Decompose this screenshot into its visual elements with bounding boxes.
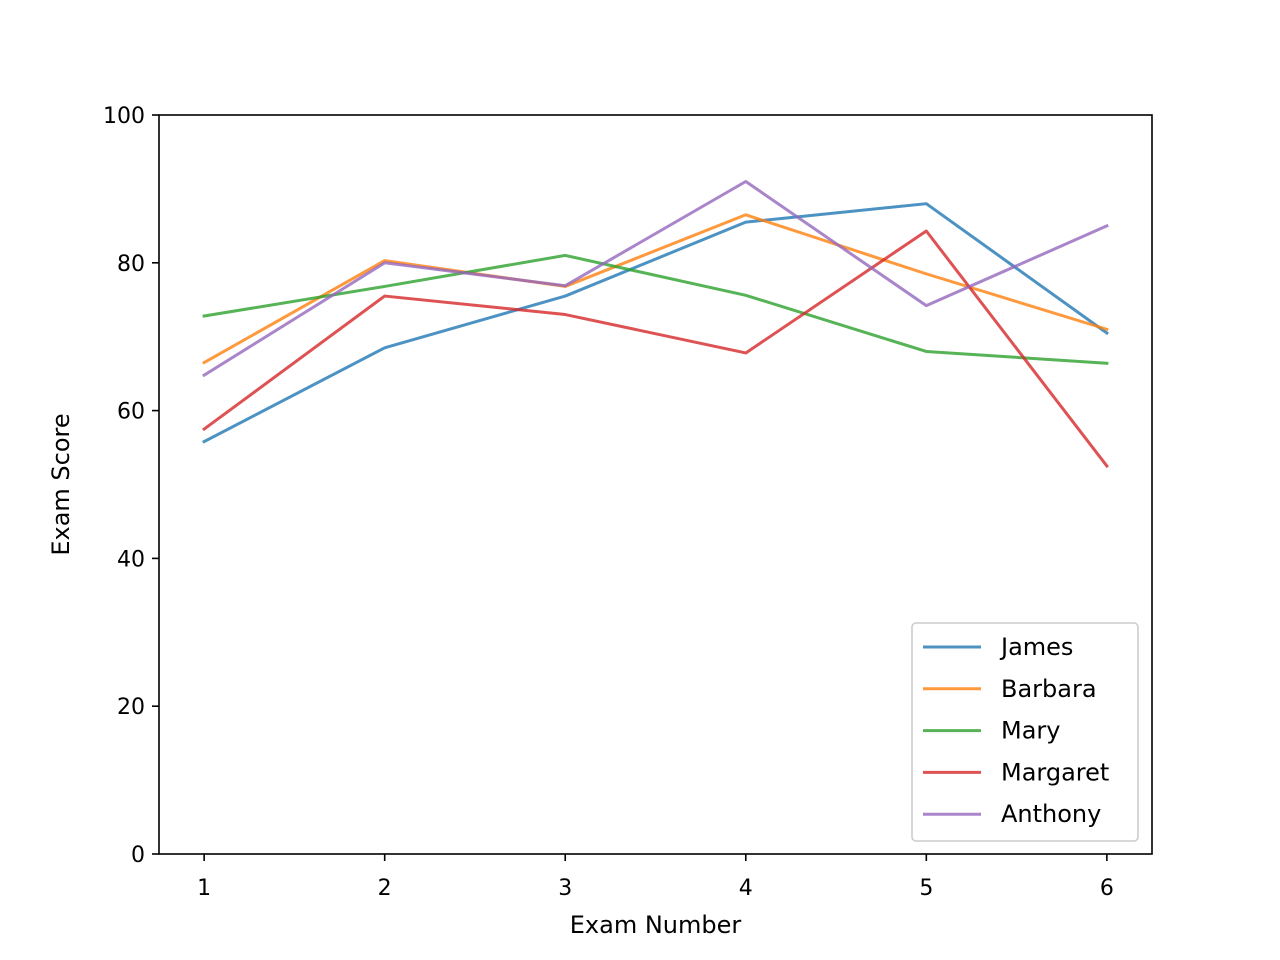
x-tick-label: 2: [378, 876, 392, 901]
x-axis-label: Exam Number: [570, 911, 742, 939]
legend-label-james: James: [999, 633, 1073, 661]
plot-frame: [158, 114, 1153, 855]
y-axis-ticks: 0 20 40 60 80 100: [103, 104, 159, 868]
y-tick-label: 60: [117, 400, 145, 425]
legend-label-anthony: Anthony: [1001, 800, 1101, 828]
x-tick-label: 6: [1100, 876, 1114, 901]
y-tick-label: 40: [117, 547, 145, 572]
y-tick-label: 100: [103, 104, 145, 129]
series-line-barbara: [202, 213, 1109, 365]
x-tick-label: 3: [558, 876, 572, 901]
legend-label-mary: Mary: [1001, 717, 1060, 745]
series-line-mary: [202, 253, 1109, 365]
y-tick-label: 80: [117, 252, 145, 277]
y-tick-label: 20: [117, 695, 145, 720]
x-tick-label: 1: [197, 876, 211, 901]
y-axis-label: Exam Score: [47, 413, 75, 555]
legend-label-margaret: Margaret: [1001, 758, 1109, 786]
legend-label-barbara: Barbara: [1001, 675, 1097, 703]
series-line-james: [202, 202, 1109, 444]
x-tick-label: 4: [739, 876, 753, 901]
series-line-margaret: [202, 229, 1109, 469]
x-axis-ticks: 1 2 3 4 5 6: [197, 854, 1114, 901]
x-tick-label: 5: [919, 876, 933, 901]
series-line-anthony: [202, 180, 1109, 378]
series-lines: [202, 180, 1109, 469]
legend: James Barbara Mary Margaret Anthony: [911, 622, 1139, 842]
legend-box: [911, 622, 1139, 842]
y-tick-label: 0: [131, 843, 145, 868]
